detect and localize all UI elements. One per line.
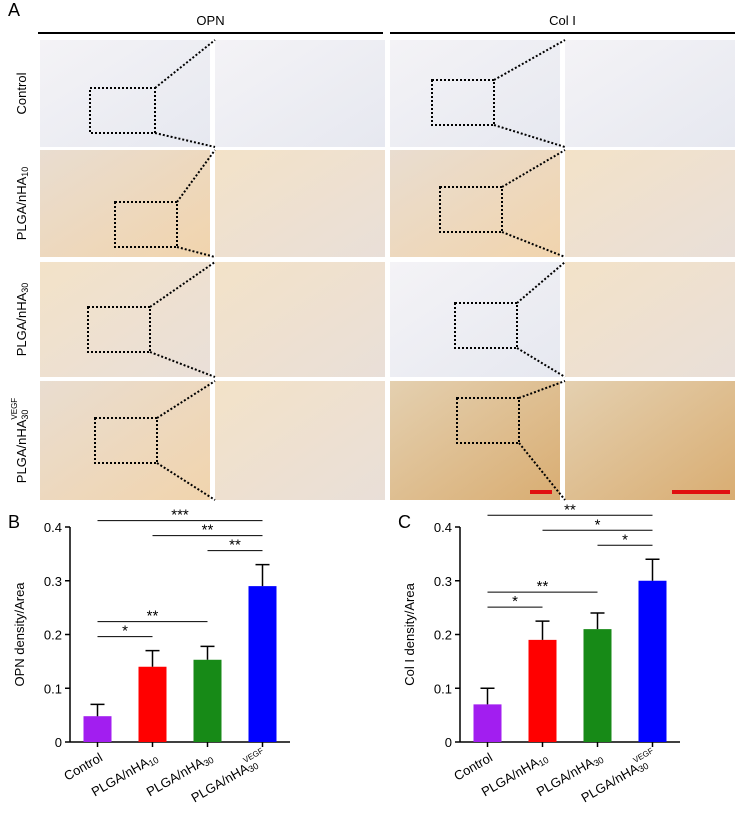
x-tick-label: PLGA/nHA30VEGF [187,746,271,806]
zoom-box [114,201,178,248]
error-bar [255,563,270,587]
micrograph [215,262,385,377]
column-header: Col I [549,13,576,28]
micrograph [390,381,560,500]
significance-label: *** [171,507,189,524]
y-tick-label: 0 [445,735,452,750]
micrograph [390,150,560,257]
significance-label: ** [537,578,549,595]
error-bar [90,703,105,717]
histology-grid: OPN Col I Control PLGA/nHA10 PLGA/nHA30 PLGA/… [10,13,735,501]
significance-label: ** [564,501,576,518]
zoom-box [94,417,158,464]
row-label: PLGA/nHA30VEGF [10,398,30,484]
error-bar [480,687,495,705]
row-label: PLGA/nHA30 [14,283,30,357]
zoom-line [176,149,216,203]
bar [248,586,277,742]
y-tick-label: 0.1 [434,681,452,696]
zoom-line [516,347,566,378]
y-tick-label: 0.1 [44,681,62,696]
zoom-box [89,87,156,134]
zoom-line [516,261,566,304]
zoom-line [518,442,566,501]
panel-label: B [8,512,20,532]
bar [583,629,612,742]
zoom-box [431,79,495,126]
y-tick-label: 0.3 [434,574,452,589]
micrograph [565,381,735,500]
significance-label: * [122,623,128,640]
y-axis-title: OPN density/Area [12,582,27,687]
y-tick-label: 0.4 [434,520,452,535]
error-bar [145,649,160,667]
zoom-line [156,462,216,501]
zoom-line [149,261,216,308]
y-tick-label: 0.2 [434,628,452,643]
micrograph [40,150,210,257]
error-bar [645,558,660,581]
x-tick-label: Control [61,750,105,784]
y-tick-label: 0.3 [44,574,62,589]
y-tick-label: 0.4 [44,520,62,535]
micrograph [565,40,735,147]
micrograph [215,40,385,147]
error-bar [590,612,605,630]
panel-label: A [8,0,20,20]
error-bar [535,620,550,640]
micrograph [390,40,560,147]
scale-bar [672,490,730,494]
y-tick-label: 0 [55,735,62,750]
charts: B OPN density/Area 0 0.1 0.2 0.3 0.4 Control PLG… [8,501,680,806]
row-label: Control [14,72,29,114]
error-bar [200,645,215,660]
micrograph [215,381,385,500]
zoom-box [454,302,518,349]
zoom-line [154,39,216,89]
zoom-line [518,380,566,399]
bar [193,659,222,742]
micrograph [565,150,735,257]
significance-label: ** [202,522,214,539]
zoom-line [493,124,566,148]
zoom-line [156,380,216,419]
y-tick-label: 0.2 [44,628,62,643]
zoom-line [501,231,566,258]
scale-bar [530,490,552,494]
significance-label: * [512,593,518,610]
bar [528,639,557,742]
significance-label: ** [147,608,159,625]
bar [138,666,167,742]
micrograph [40,40,210,147]
panel-label: C [398,512,411,532]
zoom-line [501,149,566,188]
micrograph [40,381,210,500]
micrograph [390,262,560,377]
micrograph [40,262,210,377]
micrograph [565,262,735,377]
significance-label: ** [229,537,241,554]
bar [638,580,667,742]
micrograph [215,150,385,257]
y-axis-title: Col I density/Area [402,582,417,685]
significance-label: * [595,516,601,533]
bar [473,704,502,742]
zoom-box [439,186,503,233]
bar [83,716,112,742]
zoom-line [176,246,216,258]
x-tick-label: Control [451,750,495,784]
zoom-box [456,397,520,444]
significance-label: * [622,531,628,548]
column-header: OPN [196,13,224,28]
zoom-line [493,39,566,81]
x-tick-label: PLGA/nHA30VEGF [577,746,661,806]
row-label: PLGA/nHA10 [14,167,30,241]
zoom-box [87,306,151,353]
